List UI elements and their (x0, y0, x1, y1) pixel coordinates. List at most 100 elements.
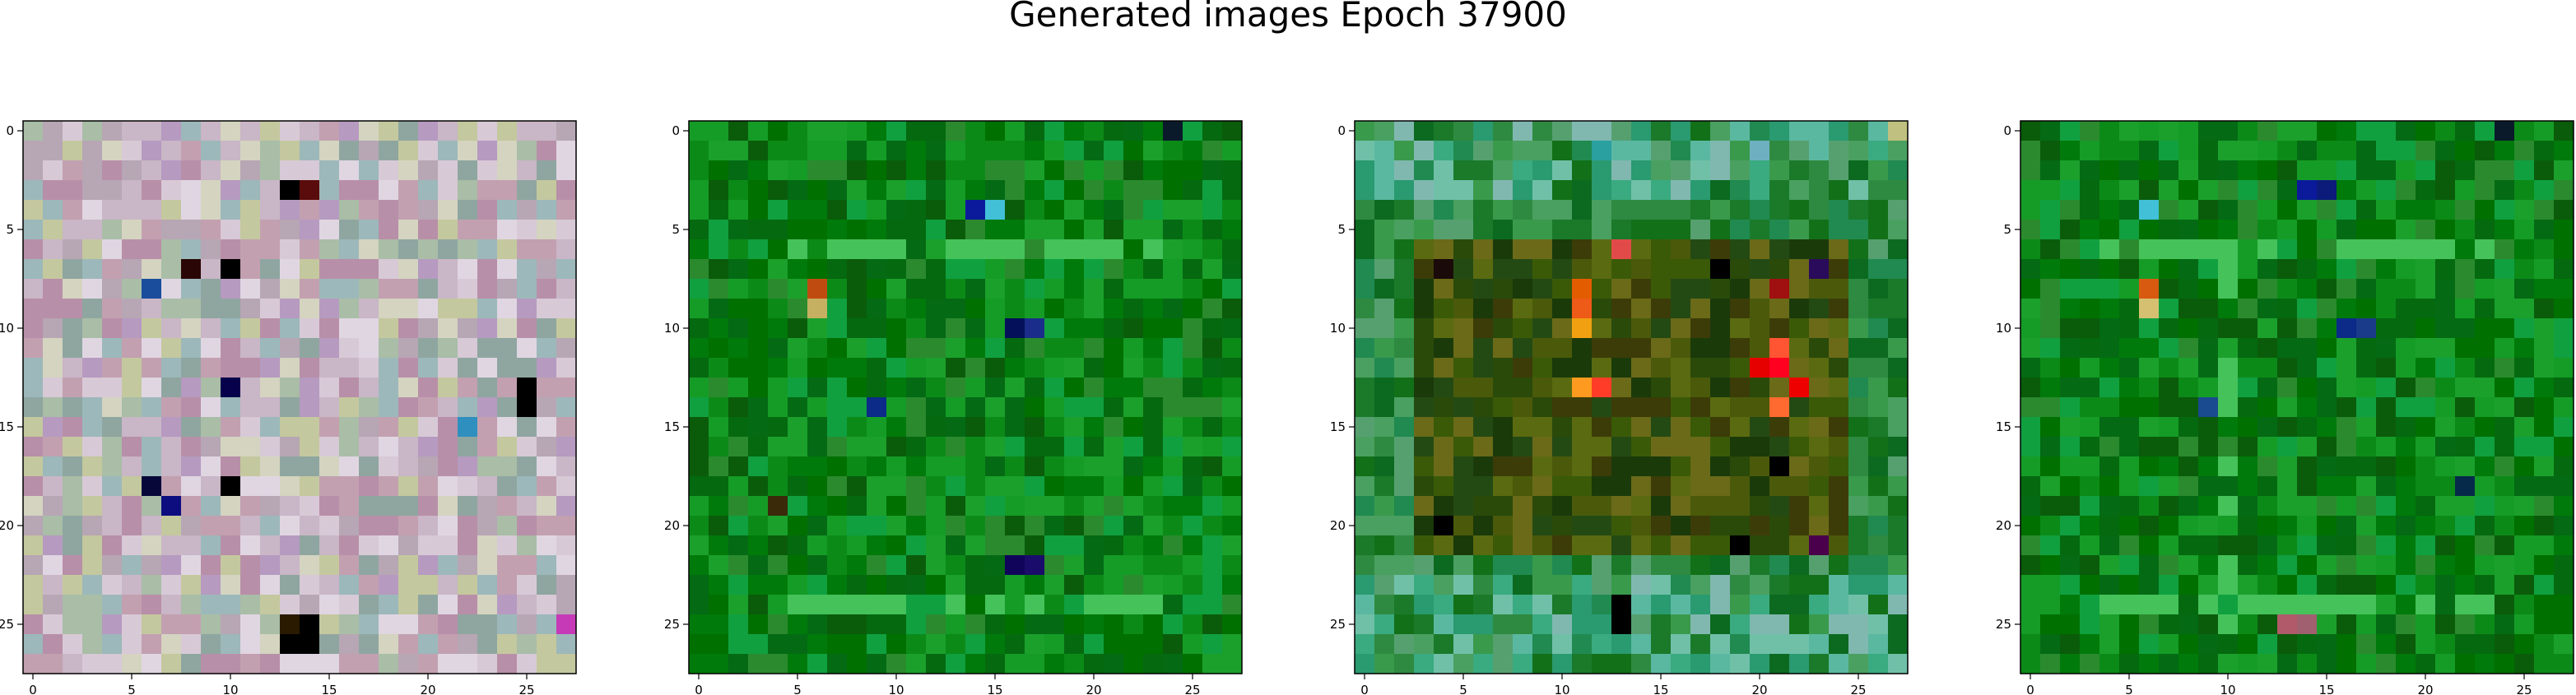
pixel-cell (1829, 141, 1849, 161)
pixel-cell (142, 200, 162, 220)
pixel-cell (1769, 397, 1790, 418)
pixel-cell (2317, 456, 2337, 477)
pixel-cell (1710, 121, 1731, 141)
pixel-cell (1374, 180, 1395, 201)
pixel-cell (1394, 516, 1415, 536)
pixel-cell (965, 200, 986, 220)
y-tick-label: 0 (6, 123, 14, 138)
pixel-cell (2495, 535, 2515, 556)
pixel-cell (2455, 338, 2476, 359)
pixel-cell (788, 239, 808, 260)
pixel-cell (689, 397, 709, 418)
pixel-cell (339, 397, 360, 418)
pixel-cell (2238, 634, 2258, 655)
pixel-cell (748, 397, 769, 418)
pixel-cell (965, 141, 986, 161)
pixel-cell (1592, 555, 1612, 576)
pixel-cell (1750, 456, 1770, 477)
pixel-cell (1005, 279, 1025, 299)
pixel-cell (319, 378, 340, 398)
pixel-cell (2159, 535, 2179, 556)
pixel-cell (82, 299, 103, 319)
pixel-cell (906, 575, 927, 595)
x-tick-label: 15 (1653, 683, 1668, 695)
pixel-cell (906, 180, 927, 201)
pixel-cell (748, 318, 769, 339)
pixel-cell (906, 220, 927, 240)
pixel-cell (1493, 318, 1514, 339)
pixel-cell (477, 279, 498, 299)
pixel-cell (2257, 378, 2278, 398)
pixel-cell (2099, 654, 2120, 674)
pixel-cell (82, 318, 103, 339)
pixel-cell (1143, 614, 1164, 635)
pixel-cell (201, 417, 221, 438)
pixel-cell (906, 535, 927, 556)
pixel-cell (2356, 318, 2377, 339)
pixel-cell (517, 516, 537, 536)
pixel-cell (2257, 318, 2278, 339)
pixel-cell (2238, 239, 2258, 260)
pixel-cell (1690, 239, 1711, 260)
pixel-cell (300, 141, 320, 161)
pixel-cell (1394, 141, 1415, 161)
pixel-cell (1848, 397, 1869, 418)
pixel-cell (477, 180, 498, 201)
pixel-cell (1064, 634, 1085, 655)
pixel-cell (886, 496, 907, 517)
pixel-cell (1434, 555, 1454, 576)
pixel-cell (847, 220, 867, 240)
pixel-cell (537, 516, 557, 536)
pixel-cell (1888, 595, 1909, 615)
pixel-cell (985, 437, 1006, 457)
pixel-cell (300, 476, 320, 497)
pixel-cell (788, 496, 808, 517)
pixel-cell (1394, 575, 1415, 595)
pixel-cell (2455, 318, 2476, 339)
pixel-cell (1044, 555, 1065, 576)
pixel-cell (300, 200, 320, 220)
pixel-cell (2396, 417, 2416, 438)
pixel-cell (497, 220, 518, 240)
pixel-cell (82, 456, 103, 477)
pixel-cell (2060, 338, 2081, 359)
pixel-cell (122, 220, 142, 240)
pixel-cell (1789, 141, 1810, 161)
pixel-cell (847, 437, 867, 457)
pixel-cell (1044, 279, 1065, 299)
pixel-cell (2317, 160, 2337, 181)
pixel-cell (1829, 496, 1849, 517)
pixel-cell (2119, 239, 2140, 260)
pixel-cell (1552, 397, 1573, 418)
pixel-cell (1848, 595, 1869, 615)
pixel-cell (2159, 397, 2179, 418)
pixel-cell (2218, 437, 2239, 457)
pixel-cell (379, 200, 399, 220)
pixel-cell (985, 220, 1006, 240)
pixel-cell (2099, 299, 2120, 319)
pixel-cell (398, 595, 419, 615)
pixel-cell (1222, 299, 1243, 319)
pixel-cell (300, 555, 320, 576)
pixel-cell (1532, 397, 1553, 418)
pixel-cell (906, 239, 927, 260)
pixel-cell (1769, 614, 1790, 635)
pixel-cell (2060, 575, 2081, 595)
pixel-cell (1730, 575, 1751, 595)
pixel-cell (379, 121, 399, 141)
pixel-cell (2198, 338, 2219, 359)
pixel-cell (2455, 456, 2476, 477)
pixel-cell (2178, 595, 2199, 615)
pixel-cell (398, 279, 419, 299)
pixel-cell (2435, 516, 2456, 536)
pixel-cell (1868, 378, 1889, 398)
pixel-cell (2317, 417, 2337, 438)
pixel-cell (1631, 575, 1652, 595)
pixel-cell (768, 417, 788, 438)
pixel-cell (2139, 595, 2160, 615)
pixel-cell (2178, 220, 2199, 240)
pixel-cell (1084, 417, 1104, 438)
pixel-cell (1143, 456, 1164, 477)
pixel-cell (43, 378, 63, 398)
pixel-cell (1394, 160, 1415, 181)
